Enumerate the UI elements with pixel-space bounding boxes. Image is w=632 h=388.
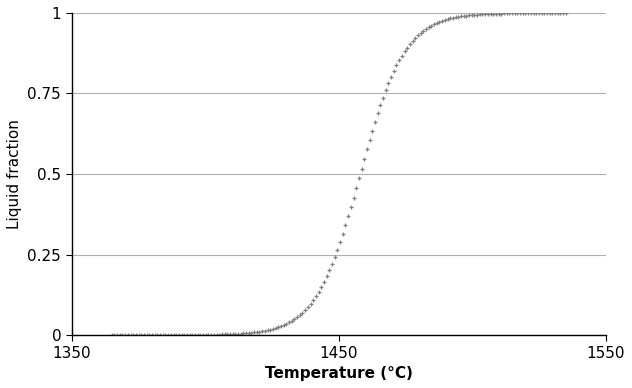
Y-axis label: Liquid fraction: Liquid fraction <box>7 119 22 229</box>
X-axis label: Temperature (°C): Temperature (°C) <box>265 366 413 381</box>
